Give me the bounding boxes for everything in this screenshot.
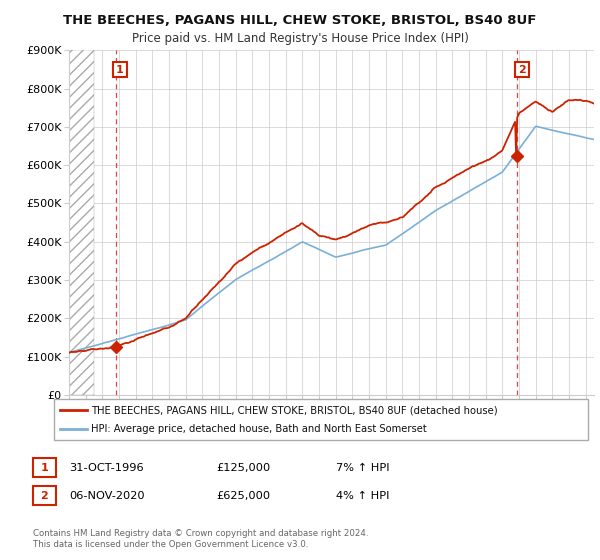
Text: 2: 2	[41, 491, 48, 501]
Text: THE BEECHES, PAGANS HILL, CHEW STOKE, BRISTOL, BS40 8UF: THE BEECHES, PAGANS HILL, CHEW STOKE, BR…	[64, 14, 536, 27]
Text: £625,000: £625,000	[216, 491, 270, 501]
Text: THE BEECHES, PAGANS HILL, CHEW STOKE, BRISTOL, BS40 8UF (detached house): THE BEECHES, PAGANS HILL, CHEW STOKE, BR…	[91, 405, 498, 415]
Text: 1: 1	[116, 64, 124, 74]
Text: Price paid vs. HM Land Registry's House Price Index (HPI): Price paid vs. HM Land Registry's House …	[131, 32, 469, 45]
Text: HPI: Average price, detached house, Bath and North East Somerset: HPI: Average price, detached house, Bath…	[91, 424, 427, 433]
Text: 06-NOV-2020: 06-NOV-2020	[69, 491, 145, 501]
Text: 1: 1	[41, 463, 48, 473]
Text: 4% ↑ HPI: 4% ↑ HPI	[336, 491, 389, 501]
Text: 31-OCT-1996: 31-OCT-1996	[69, 463, 143, 473]
Text: £125,000: £125,000	[216, 463, 270, 473]
Bar	[69, 50, 94, 395]
Text: 2: 2	[518, 64, 526, 74]
Text: Contains HM Land Registry data © Crown copyright and database right 2024.
This d: Contains HM Land Registry data © Crown c…	[33, 529, 368, 549]
Text: 7% ↑ HPI: 7% ↑ HPI	[336, 463, 389, 473]
